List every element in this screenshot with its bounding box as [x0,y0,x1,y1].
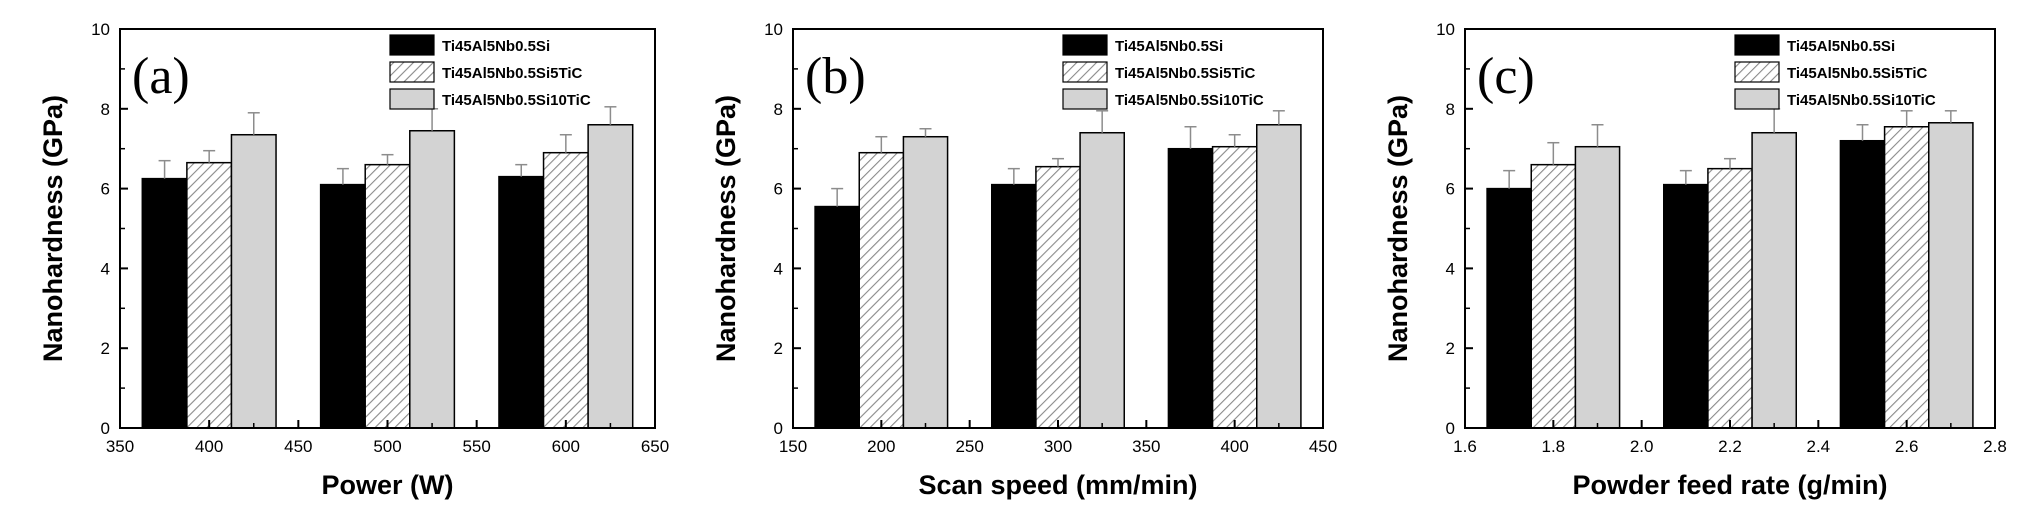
panel-label-a: (a) [132,48,190,105]
x-tick-label-b-4: 350 [1132,437,1160,456]
y-axis-title-b: Nanohardness (GPa) [711,95,741,362]
legend-swatch-c-2 [1734,88,1780,110]
legend-swatch-c-0 [1734,34,1780,56]
bar-c-s1-c1 [1707,167,1753,429]
bar-c-s1-c0 [1530,163,1577,429]
bar-a-s2-c2 [587,124,634,429]
bar-a-s2-c1 [409,129,456,429]
legend-label-b-0: Ti45Al5Nb0.5Si [1115,38,1223,55]
x-tick-label-c-2: 2.0 [1630,437,1654,456]
y-tick-label-b-5: 10 [764,20,783,39]
legend-label-a-2: Ti45Al5Nb0.5Si10TiC [442,92,591,109]
x-tick-label-c-5: 2.6 [1895,437,1919,456]
y-tick-label-b-0: 0 [774,419,783,438]
x-tick-label-a-5: 600 [552,437,580,456]
x-axis-title-c: Powder feed rate (g/min) [1572,470,1887,500]
y-tick-label-b-4: 8 [774,100,783,119]
bar-c-s0-c0 [1486,187,1533,429]
y-tick-label-c-1: 2 [1446,339,1455,358]
legend-label-c-2: Ti45Al5Nb0.5Si10TiC [1787,92,1936,109]
bar-a-s0-c2 [498,175,545,429]
x-tick-label-c-6: 2.8 [1983,437,2007,456]
y-tick-label-c-2: 4 [1446,259,1455,278]
y-tick-label-a-2: 4 [101,259,110,278]
bar-a-s0-c1 [319,183,366,429]
legend-swatch-a-1 [389,61,435,83]
x-tick-label-b-2: 250 [955,437,983,456]
y-axis-title-c: Nanohardness (GPa) [1383,95,1413,362]
bar-c-s1-c2 [1883,126,1930,429]
panel-label-c: (c) [1477,48,1535,105]
bar-c-s0-c1 [1663,183,1709,429]
bar-c-s2-c0 [1574,145,1621,429]
y-tick-label-b-1: 2 [774,339,783,358]
x-tick-label-b-5: 400 [1220,437,1248,456]
x-tick-label-b-3: 300 [1044,437,1072,456]
bar-b-s2-c0 [902,135,949,429]
x-tick-label-a-3: 500 [373,437,401,456]
y-tick-label-c-3: 6 [1446,180,1455,199]
chart-panel-c: 0 2 4 6 8 10 1.6 1.8 2.0 2.2 2.4 2.6 2.8 Powder feed … [1383,20,2007,500]
panel-label-b: (b) [805,48,866,105]
legend-label-c-1: Ti45Al5Nb0.5Si5TiC [1787,65,1928,82]
y-tick-label-a-5: 10 [91,20,110,39]
bar-b-s2-c2 [1256,124,1302,429]
bar-c-s2-c1 [1751,131,1798,429]
bar-b-s1-c2 [1211,145,1258,429]
legend-swatch-b-1 [1062,61,1108,83]
bar-a-s1-c1 [364,163,411,429]
x-tick-label-a-4: 550 [462,437,490,456]
bar-a-s1-c0 [186,161,233,429]
y-tick-label-c-5: 10 [1436,20,1455,39]
y-axis-title-a: Nanohardness (GPa) [38,95,68,362]
bar-c-s0-c2 [1839,139,1886,429]
bar-b-s1-c1 [1035,165,1081,429]
y-tick-label-a-1: 2 [101,339,110,358]
legend-swatch-a-2 [389,88,435,110]
x-axis-title-b: Scan speed (mm/min) [918,470,1197,500]
legend-swatch-c-1 [1734,61,1780,83]
legend-label-a-1: Ti45Al5Nb0.5Si5TiC [442,65,583,82]
y-tick-label-c-4: 8 [1446,100,1455,119]
y-tick-label-a-4: 8 [101,100,110,119]
legend-label-a-0: Ti45Al5Nb0.5Si [442,38,550,55]
x-tick-label-a-2: 450 [284,437,312,456]
x-tick-label-b-1: 200 [867,437,895,456]
legend-swatch-b-2 [1062,88,1108,110]
bar-a-s1-c2 [542,151,589,429]
x-tick-label-c-0: 1.6 [1453,437,1477,456]
x-tick-label-c-4: 2.4 [1807,437,1831,456]
x-tick-label-c-3: 2.2 [1718,437,1742,456]
y-tick-label-a-0: 0 [101,419,110,438]
bar-a-s0-c0 [141,177,188,429]
x-tick-label-b-6: 450 [1309,437,1337,456]
legend-label-c-0: Ti45Al5Nb0.5Si [1787,38,1895,55]
chart-panel-a: 0 2 4 6 8 10 350 400 450 500 550 600 650 Power (W) Nan… [38,20,669,500]
legend-swatch-a-0 [389,34,435,56]
legend-label-b-2: Ti45Al5Nb0.5Si10TiC [1115,92,1264,109]
y-tick-label-b-3: 6 [774,180,783,199]
y-tick-label-a-3: 6 [101,180,110,199]
y-tick-label-c-0: 0 [1446,419,1455,438]
x-tick-label-a-6: 650 [641,437,669,456]
bar-c-s2-c2 [1928,122,1974,429]
bar-b-s0-c2 [1167,147,1214,429]
x-tick-label-a-0: 350 [106,437,134,456]
bar-b-s0-c1 [991,183,1037,429]
chart-panel-b: 0 2 4 6 8 10 150 200 250 300 350 400 450 Scan speed (… [711,20,1337,500]
x-tick-label-a-1: 400 [195,437,223,456]
x-tick-label-c-1: 1.8 [1542,437,1566,456]
bar-b-s0-c0 [814,205,860,429]
legend-label-b-1: Ti45Al5Nb0.5Si5TiC [1115,65,1256,82]
bar-a-s2-c0 [230,133,277,429]
y-tick-label-b-2: 4 [774,259,783,278]
x-tick-label-b-0: 150 [779,437,807,456]
x-axis-title-a: Power (W) [322,470,454,500]
bar-b-s1-c0 [858,151,905,429]
legend-swatch-b-0 [1062,34,1108,56]
bar-b-s2-c1 [1079,131,1126,429]
